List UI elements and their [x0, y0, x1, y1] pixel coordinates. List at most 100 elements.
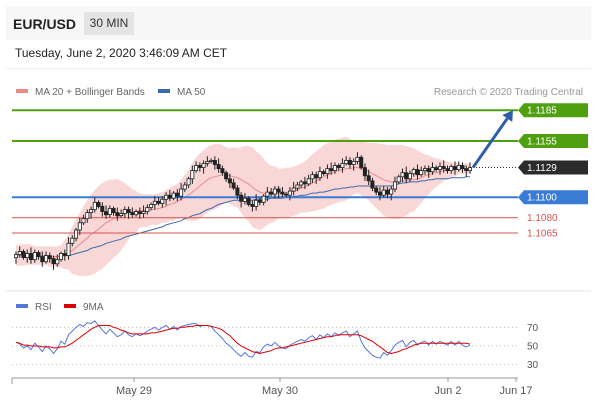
candle-body — [276, 188, 281, 193]
candle-body — [295, 184, 300, 189]
candle — [467, 162, 472, 174]
candle-body — [392, 181, 397, 190]
candle-body — [212, 159, 217, 165]
candle — [269, 188, 274, 197]
timeframe-button[interactable]: 30 MIN — [84, 12, 134, 35]
candle — [291, 181, 296, 196]
candle-body — [366, 175, 371, 182]
candle — [287, 187, 292, 201]
projection-layer — [471, 110, 513, 169]
candle-body — [351, 160, 356, 165]
candle — [389, 185, 394, 201]
candle-body — [291, 187, 296, 192]
candle-body — [74, 229, 79, 239]
candle-body — [92, 201, 97, 210]
candle — [167, 190, 172, 202]
ma9-legend-label: 9MA — [83, 302, 104, 313]
candle-body — [396, 176, 401, 183]
candle — [370, 177, 375, 192]
candle — [231, 178, 236, 191]
candle-body — [242, 197, 247, 202]
ma20-legend-label: MA 20 + Bollinger Bands — [35, 87, 145, 98]
x-axis-layer: May 29 May 30 Jun 2 Jun 17 — [11, 377, 533, 397]
candle — [411, 167, 416, 177]
candle-body — [426, 168, 431, 173]
candle — [280, 187, 285, 198]
candle-body — [220, 168, 225, 174]
candle — [92, 197, 97, 213]
candle — [205, 156, 210, 167]
level-label-1-1080: 1.1080 — [527, 213, 558, 224]
candle — [374, 185, 379, 196]
candle — [145, 204, 150, 215]
candle-body — [231, 182, 236, 189]
candle — [224, 170, 229, 182]
candle-body — [216, 164, 221, 169]
candle-body — [239, 194, 244, 202]
candle-body — [194, 165, 199, 171]
candle — [235, 184, 240, 200]
candle-body — [171, 192, 176, 199]
candle-body — [325, 168, 330, 175]
candle — [141, 205, 146, 218]
candle-body — [460, 165, 465, 169]
candle-body — [430, 167, 435, 173]
rsi-line — [15, 320, 471, 359]
candle-body — [284, 193, 289, 196]
rsi-tick-label-70: 70 — [527, 323, 539, 334]
candle — [306, 174, 311, 186]
candle-body — [265, 191, 270, 197]
candle-body — [269, 191, 274, 195]
candle — [332, 162, 337, 174]
candle — [276, 185, 281, 199]
candle — [392, 176, 397, 193]
ma50-legend-label: MA 50 — [177, 87, 206, 98]
candle-body — [40, 256, 45, 263]
candle-body — [55, 259, 60, 265]
candle — [28, 247, 33, 264]
ma50-legend-swatch — [158, 89, 170, 93]
candle — [51, 255, 56, 270]
candle — [134, 209, 139, 217]
candle — [325, 164, 330, 179]
candle — [336, 163, 341, 171]
candle — [396, 174, 401, 184]
ma9-legend-swatch — [64, 304, 76, 308]
candle-body — [62, 253, 67, 256]
candle-body — [44, 255, 49, 263]
candle-body — [347, 159, 352, 165]
candle-body — [47, 255, 52, 260]
datetime-label: Tuesday, June 2, 2020 3:46:09 AM CET — [15, 46, 228, 60]
candle-body — [126, 209, 131, 213]
candle — [359, 155, 364, 170]
candle-body — [36, 252, 41, 257]
candle-body — [321, 171, 326, 175]
candle — [160, 196, 165, 208]
candle — [137, 207, 142, 219]
candles-layer — [13, 152, 472, 270]
candle-body — [419, 170, 424, 176]
candle — [321, 169, 326, 176]
x-tick-label-may-29: May 29 — [116, 385, 152, 397]
candle — [400, 168, 405, 182]
candle-body — [314, 174, 319, 179]
candle — [246, 196, 251, 207]
candle — [362, 163, 367, 181]
candle-body — [404, 172, 409, 180]
candle — [32, 249, 37, 263]
header-divider — [6, 68, 591, 69]
candle-body — [119, 213, 124, 217]
candle-body — [302, 181, 307, 185]
candle — [340, 158, 345, 173]
candle — [96, 200, 101, 209]
candle-body — [107, 208, 112, 215]
candle — [182, 181, 187, 193]
candle — [430, 162, 435, 175]
candle-body — [336, 165, 341, 168]
candle — [62, 249, 67, 261]
candle-body — [70, 237, 75, 244]
candle — [220, 165, 225, 176]
candle — [89, 206, 94, 219]
candle — [434, 165, 439, 172]
candle — [77, 217, 82, 236]
